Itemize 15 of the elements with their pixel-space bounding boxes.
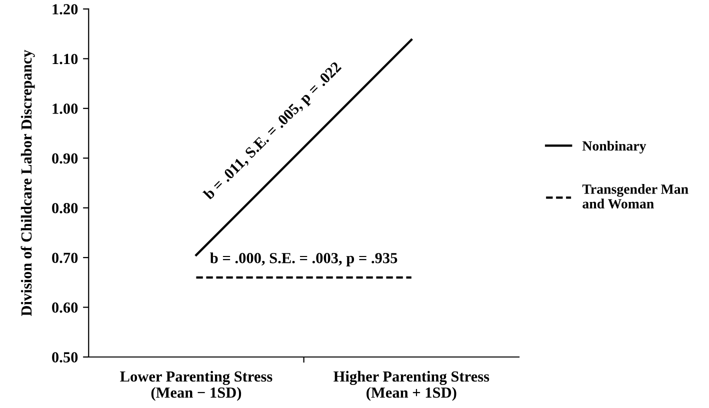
y-tick-label: 1.10 xyxy=(52,54,78,64)
x-tick-label: Lower Parenting Stress (Mean − 1SD) xyxy=(120,370,272,401)
y-tick-label: 0.80 xyxy=(52,202,78,214)
y-tick-label: 0.50 xyxy=(52,352,78,363)
annotation: b = .000, S.E. = .003, p = .935 xyxy=(210,252,398,266)
y-tick-label: 1.00 xyxy=(52,104,78,114)
y-tick-label: 0.90 xyxy=(52,153,78,164)
legend-label: Transgender Man and Woman xyxy=(582,184,688,209)
y-tick-label: 0.60 xyxy=(52,302,78,313)
y-axis-title: Division of Childcare Labor Discrepancy xyxy=(20,50,35,316)
x-tick-label: Higher Parenting Stress (Mean + 1SD) xyxy=(334,370,490,401)
y-tick-label: 0.70 xyxy=(52,252,78,264)
annotation: b = .011, S.E. = .005, p = .022 xyxy=(202,60,344,202)
legend-label: Nonbinary xyxy=(582,140,646,154)
y-tick-label: 1.20 xyxy=(52,4,78,14)
